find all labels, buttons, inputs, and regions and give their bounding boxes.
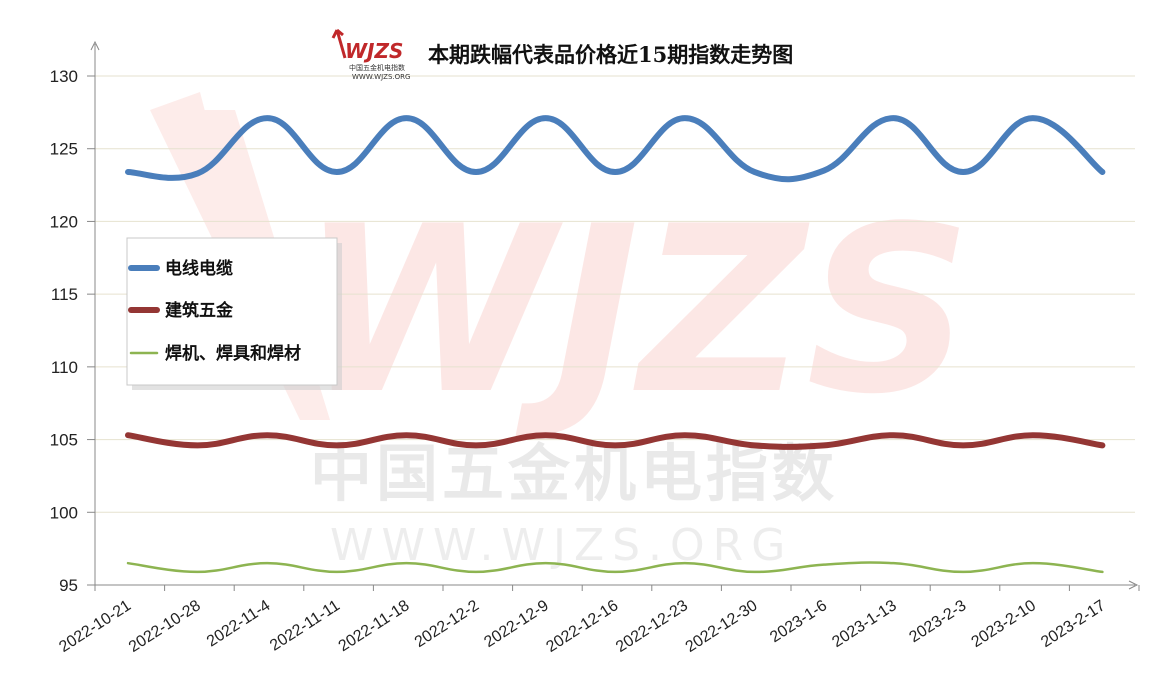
x-tick-label: 2023-2-3 [906,597,969,646]
y-tick-label: 110 [51,358,78,377]
legend-label: 建筑五金 [165,300,234,321]
logo-arrow-icon [331,28,347,59]
x-tick-label: 2022-12-23 [613,597,691,656]
logo-caption: 中国五金机电指数 [349,63,405,72]
x-tick-label: 2022-10-28 [126,597,204,656]
x-tick-label: 2023-1-6 [767,597,830,646]
chart-title: 本期跌幅代表品价格近15期指数走势图 [428,42,793,67]
x-tick-label: 2022-12-30 [683,597,761,656]
x-tick-label: 2022-11-11 [267,597,343,655]
x-tick-label: 2023-2-17 [1038,597,1109,651]
watermark: WJZS 中国五金机电指数 WWW.WJZS.ORG [150,92,972,571]
series-line [125,432,1106,450]
series-line [125,115,1106,183]
series-line [126,561,1104,574]
y-tick-label: 130 [50,67,78,86]
y-tick-label: 95 [59,576,78,595]
x-tick-label: 2023-1-13 [829,597,900,651]
x-tick-label: 2022-11-18 [336,597,413,655]
y-axis-arrow-icon [90,40,100,51]
y-tick-label: 120 [50,212,78,231]
x-tick-label: 2023-2-10 [969,597,1040,651]
y-tick-label: 125 [50,140,78,159]
axes [87,40,1140,591]
x-tick-label: 2022-12-16 [543,597,621,656]
legend-label: 焊机、焊具和焊材 [165,343,301,364]
legend-box [126,237,338,386]
x-axis-arrow-icon [1128,580,1139,590]
logo-text: WJZS [345,39,403,63]
y-tick-labels: 95 100 105 110 115 120 125 130 [50,67,78,595]
watermark-cn-text: 中国五金机电指数 [310,437,838,510]
wjzs-logo: WJZS 中国五金机电指数 WWW.WJZS.ORG [331,28,410,81]
y-tick-label: 100 [50,503,78,522]
logo-url: WWW.WJZS.ORG [352,73,410,81]
x-tick-label: 2022-12-2 [412,597,483,651]
x-tick-label: 2022-12-9 [481,597,552,651]
legend-label: 电线电缆 [165,258,233,279]
y-tick-label: 115 [51,285,78,304]
y-tick-label: 105 [50,431,78,450]
x-tick-label: 2022-11-4 [204,597,274,650]
watermark-letters: WJZS [300,178,972,445]
series-lines [125,115,1106,574]
x-tick-label: 2022-10-21 [56,597,134,656]
